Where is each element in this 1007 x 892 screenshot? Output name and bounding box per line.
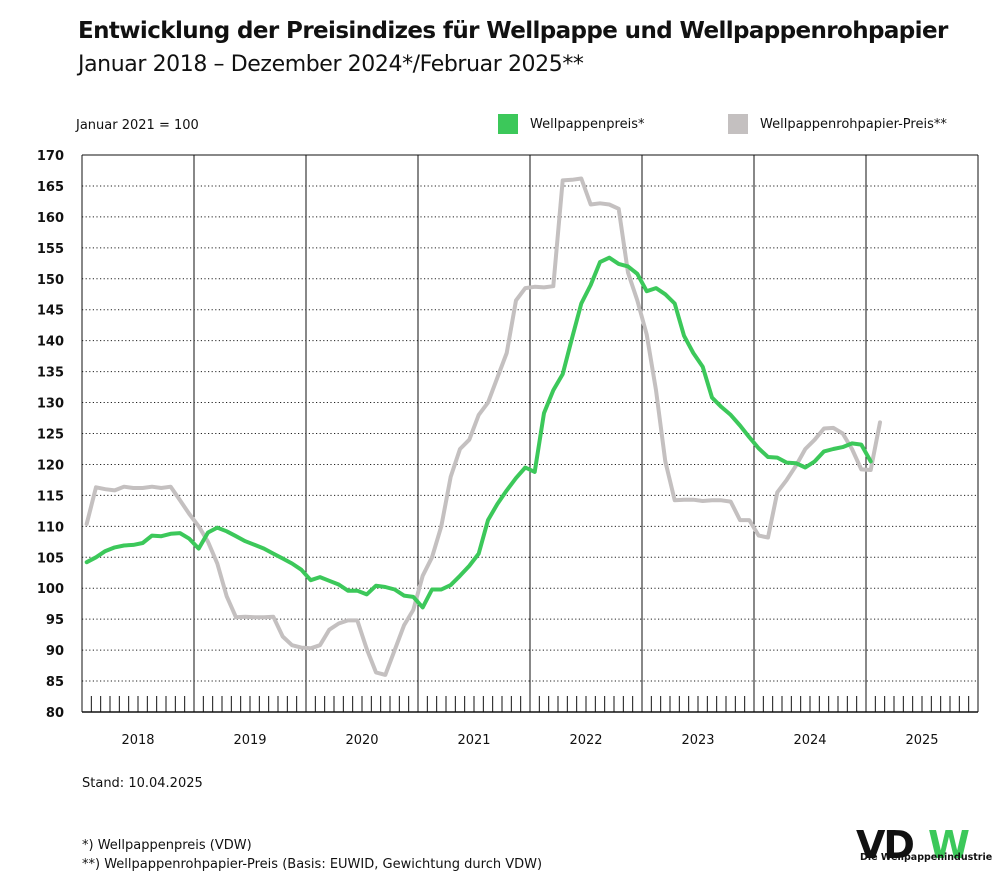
y-tick-label: 145	[37, 304, 64, 319]
legend-swatch-wellpappenpreis	[498, 114, 518, 134]
y-tick-label: 115	[37, 489, 64, 504]
y-tick-label: 100	[37, 582, 64, 597]
y-tick-label: 155	[37, 242, 64, 257]
x-tick-label: 2020	[345, 733, 378, 748]
y-tick-label: 130	[37, 397, 64, 412]
legend-label-wellpappenpreis: Wellpappenpreis*	[530, 116, 645, 132]
y-tick-label: 160	[37, 211, 64, 226]
x-tick-label: 2019	[233, 733, 266, 748]
y-tick-label: 90	[46, 644, 64, 659]
y-tick-label: 85	[46, 675, 64, 690]
index-base-note: Januar 2021 = 100	[76, 118, 199, 133]
footnote-rohpapier: **) Wellpappenrohpapier-Preis (Basis: EU…	[82, 857, 543, 872]
y-tick-label: 125	[37, 428, 64, 443]
stand-date: Stand: 10.04.2025	[82, 776, 203, 791]
series-line-rohpapier	[84, 176, 882, 677]
x-tick-label: 2021	[457, 733, 490, 748]
x-tick-label: 2024	[793, 733, 826, 748]
y-tick-label: 165	[37, 180, 64, 195]
vdw-logo-text-vd: VD	[856, 823, 913, 867]
x-tick-label: 2022	[569, 733, 602, 748]
chart-subtitle: Januar 2018 – Dezember 2024*/Februar 202…	[78, 52, 584, 77]
y-tick-label: 140	[37, 335, 64, 350]
x-tick-label: 2023	[681, 733, 714, 748]
vdw-logo-text-w: W	[928, 823, 969, 867]
x-tick-label: 2025	[905, 733, 938, 748]
y-tick-label: 150	[37, 273, 64, 288]
legend-label-rohpapier: Wellpappenrohpapier-Preis**	[760, 116, 947, 132]
series-line-wellpappenpreis	[84, 255, 873, 610]
legend-item-rohpapier: Wellpappenrohpapier-Preis**	[728, 114, 947, 134]
legend-swatch-rohpapier	[728, 114, 748, 134]
footnote-wellpappenpreis: *) Wellpappenpreis (VDW)	[82, 838, 252, 853]
vdw-logo-tagline: Die Wellpappenindustrie	[860, 852, 993, 863]
x-tick-label: 2018	[121, 733, 154, 748]
vdw-logo: VD W	[856, 823, 971, 867]
y-tick-label: 80	[46, 706, 64, 721]
legend-item-wellpappenpreis: Wellpappenpreis*	[498, 114, 644, 134]
y-tick-label: 105	[37, 551, 64, 566]
y-tick-label: 110	[37, 520, 64, 535]
chart-title: Entwicklung der Preisindizes für Wellpap…	[78, 18, 948, 44]
y-tick-label: 170	[37, 149, 64, 164]
y-tick-label: 95	[46, 613, 64, 628]
y-tick-label: 135	[37, 366, 64, 381]
y-tick-label: 120	[37, 458, 64, 473]
